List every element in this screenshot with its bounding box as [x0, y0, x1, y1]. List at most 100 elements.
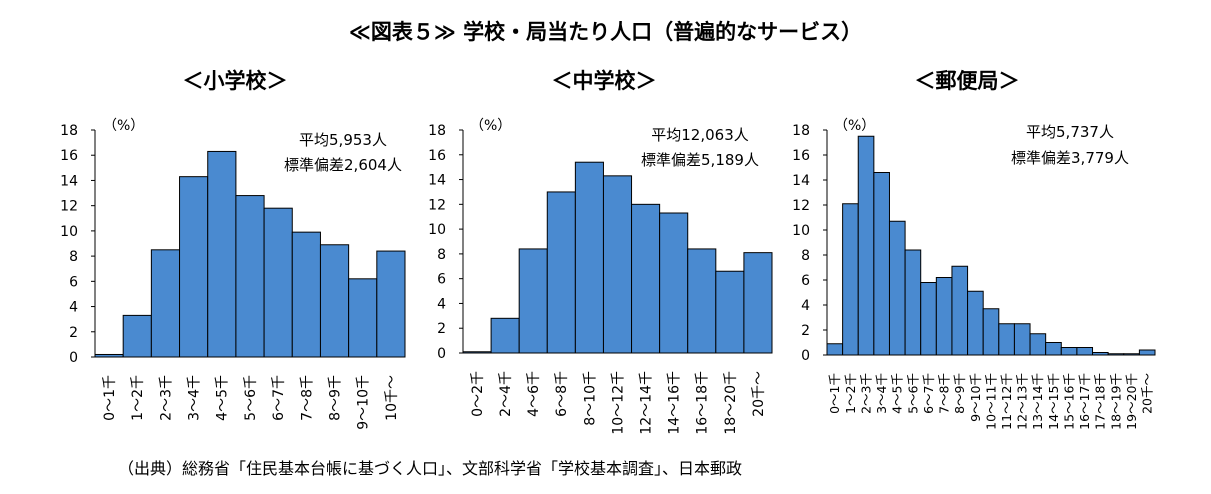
- bar: [826, 343, 844, 356]
- y-tick-label: 0: [801, 348, 810, 364]
- x-tick-label: 10～11千: [983, 373, 998, 430]
- chart-title: ＜小学校＞: [183, 69, 288, 93]
- y-tick-label: 14: [60, 173, 78, 189]
- bar: [743, 252, 773, 354]
- annotation-text: 平均12,063人: [651, 126, 749, 144]
- y-tick-label: 16: [60, 148, 78, 164]
- bar: [920, 282, 937, 356]
- bar: [602, 175, 633, 354]
- y-tick-label: 4: [437, 296, 446, 312]
- y-tick-label: 14: [428, 173, 446, 189]
- x-tick-label: 12～13千: [1015, 373, 1030, 430]
- y-unit-label: （%）: [470, 118, 511, 134]
- bar: [1045, 342, 1062, 356]
- x-tick-label: 10千～: [384, 375, 400, 421]
- y-tick-label: 0: [437, 346, 446, 362]
- bar: [1123, 353, 1140, 356]
- x-tick-label: 7～8千: [299, 375, 315, 421]
- bar: [462, 351, 492, 354]
- x-tick-label: 3～4千: [874, 373, 889, 414]
- main-title: ≪図表５≫ 学校・局当たり人口（普遍的なサービス）: [348, 20, 863, 44]
- y-tick-label: 10: [60, 224, 78, 240]
- x-tick-label: 5～6千: [243, 375, 259, 421]
- y-tick-label: 18: [428, 123, 446, 139]
- x-tick-label: 18～19千: [1108, 373, 1123, 430]
- x-tick-label: 19～20千: [1124, 373, 1139, 430]
- y-tick-label: 6: [801, 273, 810, 289]
- y-tick-label: 12: [792, 198, 810, 214]
- x-tick-label: 6～7千: [271, 375, 287, 421]
- bar: [1092, 352, 1109, 356]
- x-tick-label: 1～2千: [843, 373, 858, 414]
- y-tick-label: 8: [801, 248, 810, 264]
- x-tick-label: 14～15千: [1046, 373, 1061, 430]
- bar: [951, 265, 969, 356]
- x-tick-label: 4～6千: [526, 371, 542, 417]
- y-tick-label: 16: [792, 148, 810, 164]
- x-tick-label: 3～4千: [187, 375, 203, 421]
- x-tick-label: 0～2千: [470, 371, 486, 417]
- bar: [1107, 353, 1125, 356]
- bar: [857, 135, 875, 356]
- bar: [873, 172, 890, 356]
- bar: [935, 277, 953, 356]
- bar: [982, 308, 1000, 356]
- y-tick-label: 10: [428, 222, 446, 238]
- x-tick-label: 11～12千: [999, 373, 1014, 430]
- bar: [1060, 347, 1078, 356]
- annotation-text: 平均5,953人: [299, 131, 387, 149]
- x-tick-label: 6～8千: [554, 371, 570, 417]
- bar: [490, 317, 520, 354]
- y-tick-label: 16: [428, 148, 446, 164]
- x-tick-label: 4～5千: [215, 375, 231, 421]
- x-tick-label: 9～10千: [968, 373, 983, 422]
- bar: [998, 323, 1015, 356]
- x-tick-label: 14～16千: [667, 371, 683, 435]
- y-tick-label: 18: [60, 123, 78, 139]
- y-tick-label: 2: [801, 323, 810, 339]
- annotation-text: 標準偏差5,189人: [641, 151, 759, 169]
- y-tick-label: 0: [69, 350, 78, 366]
- y-tick-label: 18: [792, 123, 810, 139]
- y-tick-label: 8: [437, 247, 446, 263]
- bar: [319, 244, 350, 358]
- bar: [687, 248, 717, 354]
- annotation-text: 標準偏差2,604人: [284, 156, 402, 174]
- bar: [659, 212, 689, 354]
- bar: [207, 150, 237, 358]
- bar: [574, 161, 604, 354]
- y-tick-label: 6: [437, 272, 446, 288]
- bar: [1076, 347, 1094, 356]
- bar: [348, 278, 378, 358]
- x-tick-label: 16～17千: [1077, 373, 1092, 430]
- bar: [967, 290, 984, 356]
- annotation-text: 平均5,737人: [1026, 123, 1114, 141]
- bar: [376, 250, 406, 358]
- x-tick-label: 1～2千: [130, 375, 146, 421]
- bar: [122, 314, 152, 358]
- y-unit-label: （%）: [103, 118, 144, 134]
- x-tick-label: 15～16千: [1061, 373, 1076, 430]
- x-tick-label: 5～6千: [905, 373, 920, 414]
- x-tick-label: 8～9千: [952, 373, 967, 414]
- bar: [179, 176, 209, 358]
- bar: [1029, 333, 1047, 356]
- chart-title: ＜郵便局＞: [915, 69, 1020, 93]
- bar: [150, 249, 181, 358]
- x-tick-label: 13～14千: [1030, 373, 1045, 430]
- bar: [518, 248, 548, 354]
- y-tick-label: 4: [69, 300, 78, 316]
- x-tick-label: 16～18千: [695, 371, 711, 435]
- x-tick-label: 2～3千: [858, 373, 873, 414]
- y-tick-label: 2: [69, 325, 78, 341]
- bar: [94, 353, 124, 358]
- bar: [546, 191, 576, 354]
- x-tick-label: 4～5千: [890, 373, 905, 414]
- bar: [888, 220, 906, 356]
- bar: [291, 231, 321, 358]
- y-tick-label: 6: [69, 274, 78, 290]
